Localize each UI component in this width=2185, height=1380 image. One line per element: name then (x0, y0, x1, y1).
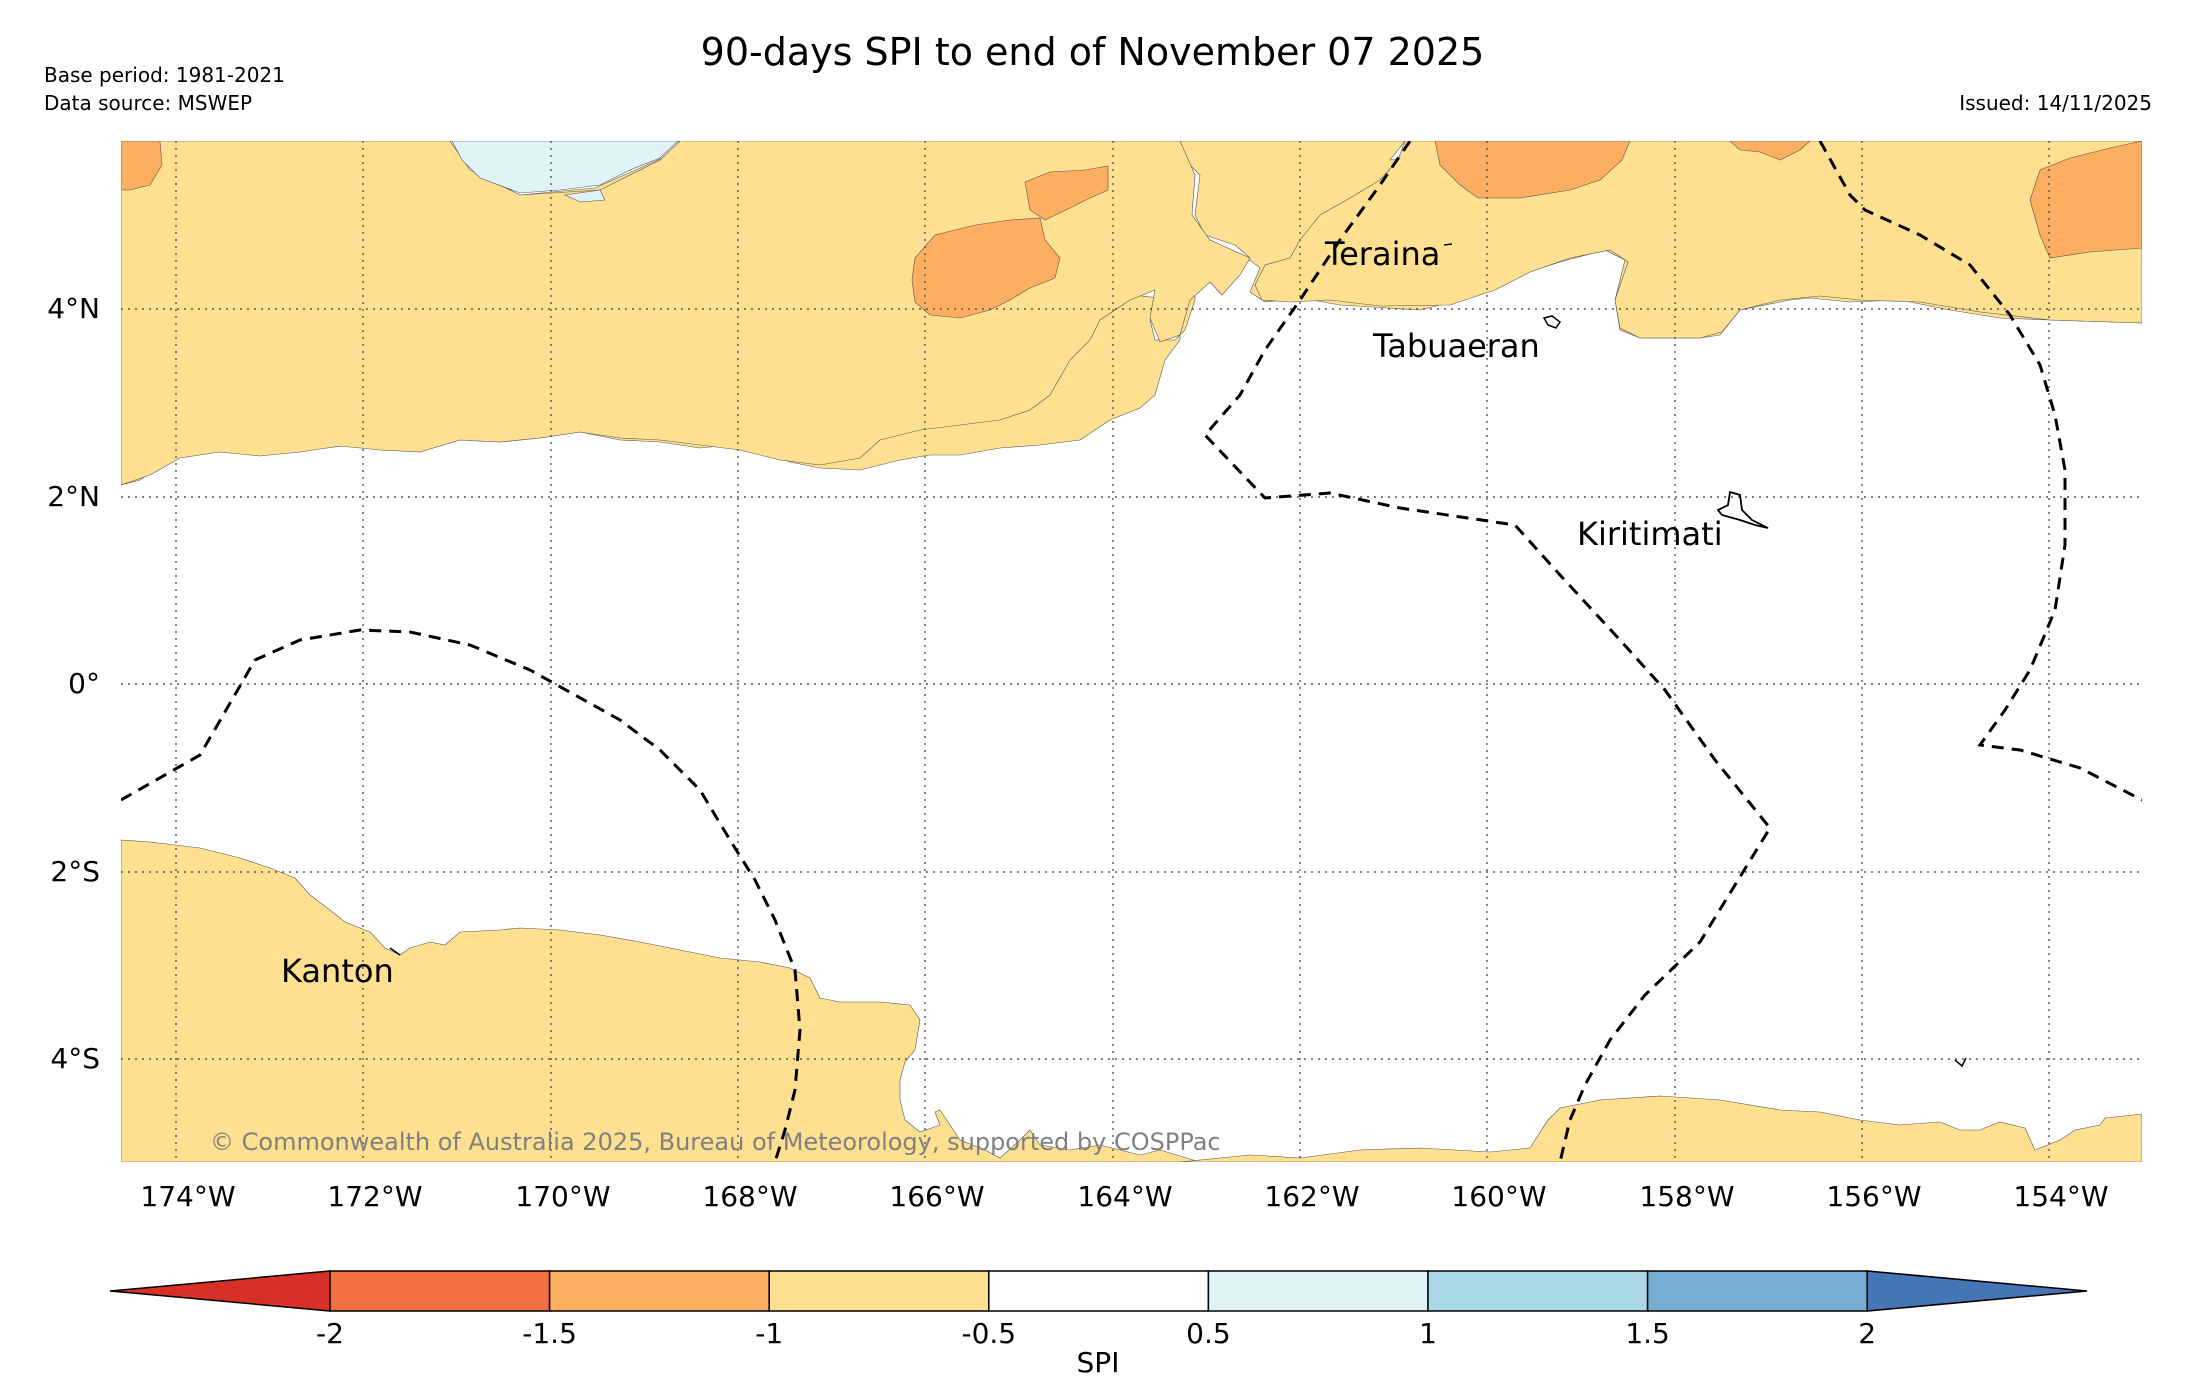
spi-region-dry-patch-northwest (121, 141, 163, 191)
colorbar-ticks: -2 -1.5 -1 -0.5 0.5 1 1.5 2 (316, 1317, 1876, 1350)
latitude-labels: 4°N 2°N 0° 2°S 4°S (47, 292, 100, 1075)
lat-label-4s: 4°S (50, 1042, 100, 1075)
island-south-east-islet (1954, 1057, 1967, 1068)
colorbar-tick-2: 2 (1858, 1317, 1876, 1350)
longitude-labels: 174°W 172°W 170°W 168°W 166°W 164°W 162°… (140, 1180, 2108, 1213)
colorbar-tick-neg2: -2 (316, 1317, 344, 1350)
lon-label-160w: 160°W (1451, 1180, 1546, 1213)
issued-date: Issued: 14/11/2025 (1959, 91, 2152, 115)
base-period-note: Base period: 1981-2021 (44, 63, 285, 87)
colorbar-bin--1.5_-1 (548, 1270, 770, 1312)
lon-label-174w: 174°W (140, 1180, 235, 1213)
spi-region-dry-patch-center (911, 217, 1061, 319)
eez-boundary-phoenix (121, 628, 802, 1162)
colorbar-bin-1.5_2 (1646, 1270, 1868, 1312)
colorbar-bin--0.5_0.5 (988, 1270, 1210, 1312)
copyright-note: © Commonwealth of Australia 2025, Bureau… (210, 1128, 1221, 1156)
colorbar-tick-neg1: -1 (755, 1317, 783, 1350)
lat-label-2s: 2°S (50, 855, 100, 888)
place-label-tabuaeran: Tabuaeran (1372, 327, 1540, 365)
lon-label-158w: 158°W (1639, 1180, 1734, 1213)
lat-label-0: 0° (68, 667, 100, 700)
place-label-teraina: Teraina (1324, 235, 1440, 273)
place-label-kiritimati: Kiritimati (1577, 515, 1723, 553)
spi-region-dry-patch-northeast (1729, 141, 1811, 161)
colorbar-bin-0.5_1 (1207, 1270, 1429, 1312)
spi-region-wet-patch (451, 141, 679, 203)
island-kiritimati (1716, 490, 1769, 529)
colorbar-tick-0-5: 0.5 (1186, 1317, 1231, 1350)
map-plot-area (121, 141, 2142, 1162)
colorbar-bin--1_-0.5 (768, 1270, 990, 1312)
colorbar-tick-1: 1 (1419, 1317, 1437, 1350)
lon-label-172w: 172°W (327, 1180, 422, 1213)
lon-label-154w: 154°W (2013, 1180, 2108, 1213)
colorbar-tick-1-5: 1.5 (1625, 1317, 1670, 1350)
island-tabuaeran (1542, 315, 1562, 329)
colorbar-extend-low (109, 1270, 331, 1312)
eez-boundary-line-islands (1202, 141, 1772, 1162)
spi-region-dry-patch-arm (1024, 165, 1109, 221)
map-title: 90-days SPI to end of November 07 2025 (700, 30, 1485, 74)
lon-label-164w: 164°W (1077, 1180, 1172, 1213)
colorbar-extend-high (1866, 1270, 2088, 1312)
island-kanton (389, 947, 401, 956)
spi-region-dry-patch-east (2029, 141, 2142, 259)
colorbar-tick-neg1-5: -1.5 (522, 1317, 577, 1350)
spi-colorbar (109, 1270, 2088, 1312)
colorbar-bin--2_-1.5 (329, 1270, 551, 1312)
lon-label-166w: 166°W (889, 1180, 984, 1213)
spi-region-dry-patch-teraina (1434, 141, 1631, 199)
lon-label-156w: 156°W (1826, 1180, 1921, 1213)
colorbar-label: SPI (1077, 1346, 1120, 1379)
lon-label-168w: 168°W (702, 1180, 797, 1213)
eez-boundary-east (1818, 141, 2142, 802)
colorbar-bin-1_1.5 (1427, 1270, 1649, 1312)
lon-label-162w: 162°W (1264, 1180, 1359, 1213)
colorbar-tick-neg0-5: -0.5 (961, 1317, 1016, 1350)
place-labels: Teraina Tabuaeran Kiritimati Kanton (281, 235, 1723, 990)
lat-label-4n: 4°N (47, 292, 100, 325)
island-teraina (1443, 243, 1453, 246)
spi-region-south-band (121, 839, 1201, 1162)
spi-region-south-east (1179, 1095, 2142, 1162)
lat-label-2n: 2°N (47, 480, 100, 513)
graticule (121, 141, 2142, 1162)
eez-boundaries (121, 141, 2142, 1162)
place-label-kanton: Kanton (281, 952, 394, 990)
data-source-note: Data source: MSWEP (44, 91, 253, 115)
lon-label-170w: 170°W (515, 1180, 610, 1213)
